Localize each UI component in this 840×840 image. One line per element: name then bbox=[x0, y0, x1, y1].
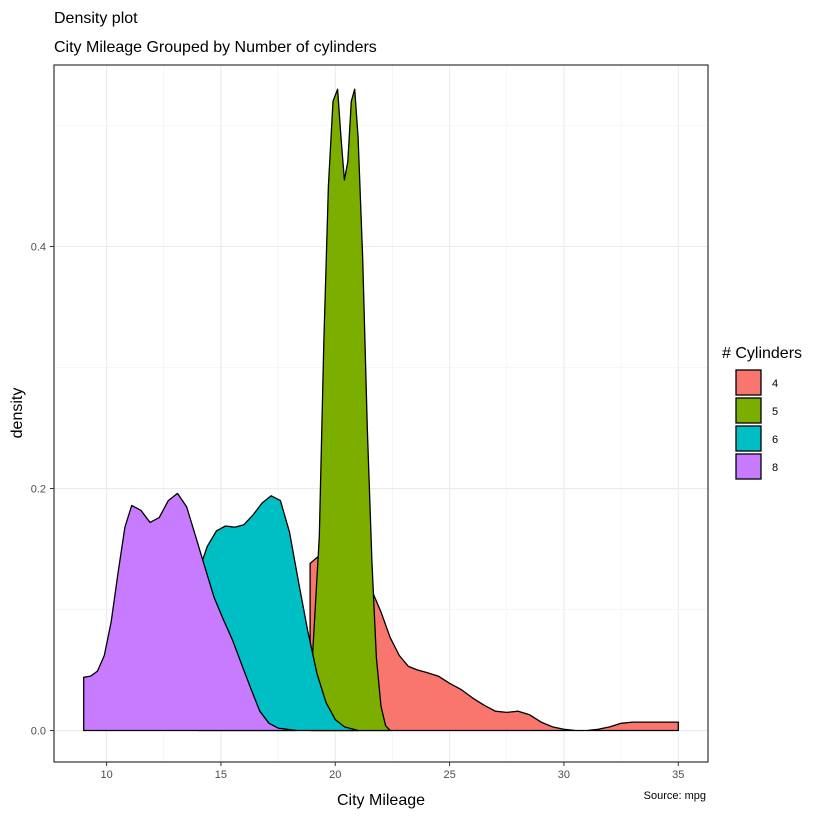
x-tick-label: 35 bbox=[672, 769, 684, 781]
chart-subtitle: City Mileage Grouped by Number of cylind… bbox=[54, 39, 377, 56]
x-axis: 10 15 20 25 30 35 bbox=[100, 762, 684, 781]
legend-key-4 bbox=[735, 369, 762, 396]
legend-label-8: 8 bbox=[772, 462, 778, 474]
density-area-8 bbox=[83, 492, 298, 732]
density-area-5 bbox=[311, 88, 391, 732]
y-tick-label: 0.0 bbox=[31, 726, 46, 738]
legend-title: # Cylinders bbox=[722, 345, 802, 362]
legend-key-6 bbox=[735, 425, 762, 452]
y-tick-label: 0.2 bbox=[31, 484, 46, 496]
x-axis-title: City Mileage bbox=[337, 792, 425, 809]
legend-label-5: 5 bbox=[772, 406, 778, 418]
plot-panel bbox=[53, 64, 709, 763]
caption: Source: mpg bbox=[644, 790, 706, 802]
y-axis: 0.0 0.2 0.4 bbox=[31, 242, 54, 738]
density-areas bbox=[83, 88, 679, 732]
x-tick-label: 15 bbox=[215, 769, 227, 781]
legend-key-5 bbox=[735, 397, 762, 424]
legend-label-4: 4 bbox=[772, 378, 778, 390]
legend-label-6: 6 bbox=[772, 434, 778, 446]
x-tick-label: 25 bbox=[443, 769, 455, 781]
legend: # Cylinders 4 5 6 8 bbox=[722, 345, 802, 480]
x-tick-label: 20 bbox=[329, 769, 341, 781]
chart-title: Density plot bbox=[54, 10, 138, 27]
y-axis-title: density bbox=[9, 388, 26, 439]
x-tick-label: 30 bbox=[558, 769, 570, 781]
legend-key-8 bbox=[735, 453, 762, 480]
x-tick-label: 10 bbox=[100, 769, 112, 781]
y-tick-label: 0.4 bbox=[31, 242, 46, 254]
